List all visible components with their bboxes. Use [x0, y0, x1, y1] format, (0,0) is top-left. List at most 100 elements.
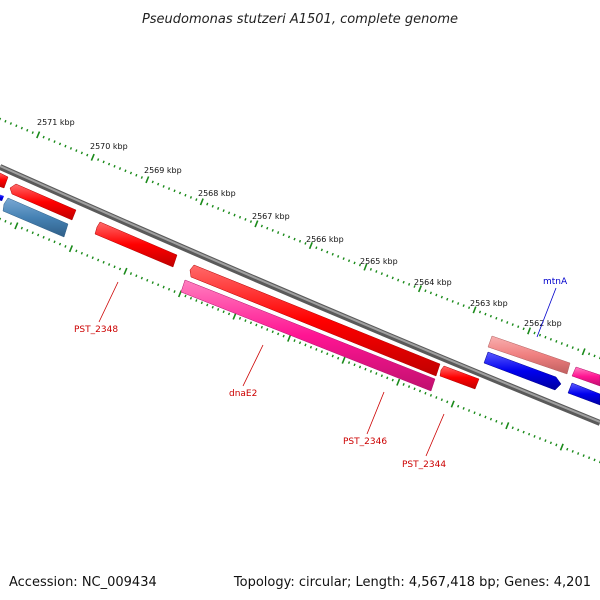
gene-arrow-pst2346[interactable]: [180, 279, 436, 392]
minor-tick: [309, 345, 313, 349]
minor-tick: [484, 415, 487, 419]
minor-tick: [162, 185, 165, 188]
major-tick: [90, 153, 95, 161]
gene-arrow-steelblue[interactable]: [2, 197, 69, 238]
leader-pst2344: [425, 413, 445, 457]
minor-tick: [162, 285, 165, 289]
minor-tick: [293, 339, 296, 342]
minor-tick: [593, 458, 596, 462]
gene-arrow-edge-pink[interactable]: [571, 366, 600, 387]
minor-tick: [337, 255, 340, 258]
minor-tick: [435, 396, 438, 399]
minor-tick: [446, 297, 449, 301]
minor-tick: [86, 254, 89, 257]
minor-tick: [369, 369, 373, 373]
minor-tick: [500, 319, 503, 322]
minor-tick: [418, 389, 422, 393]
gene-labels: PST_2348 dnaE2 PST_2346 PST_2344 mtnA: [74, 277, 568, 470]
minor-tick: [473, 411, 476, 415]
scale-label-2565: 2565 kbp: [360, 257, 398, 266]
minor-tick: [97, 258, 100, 262]
minor-tick: [489, 417, 493, 421]
minor-tick: [0, 217, 2, 221]
leader-mtna: [536, 287, 557, 338]
minor-tick: [238, 316, 242, 320]
minor-tick: [222, 310, 225, 314]
major-tick: [505, 422, 510, 430]
major-tick: [581, 348, 586, 356]
minor-tick: [211, 204, 214, 208]
gene-arrow-pst2348[interactable]: [94, 221, 178, 268]
minor-tick: [233, 213, 236, 217]
minor-tick: [75, 149, 78, 152]
minor-tick: [386, 376, 389, 380]
minor-tick: [118, 267, 122, 271]
scale-label-2570: 2570 kbp: [90, 142, 128, 151]
minor-tick: [189, 196, 193, 199]
minor-tick: [277, 231, 280, 234]
minor-tick: [593, 354, 596, 358]
minor-tick: [468, 306, 471, 310]
minor-tick: [549, 441, 552, 445]
minor-tick: [167, 287, 171, 291]
minor-tick: [386, 274, 389, 278]
minor-tick: [380, 272, 383, 276]
major-tick: [287, 334, 292, 342]
minor-tick: [129, 171, 133, 175]
major-tick: [363, 263, 368, 271]
minor-tick: [320, 248, 323, 252]
minor-tick: [227, 312, 231, 316]
minor-tick: [429, 291, 432, 295]
minor-tick: [97, 158, 100, 161]
minor-tick: [538, 333, 542, 337]
gene-label-pst2346[interactable]: PST_2346: [343, 437, 387, 447]
gene-label-dnae2[interactable]: dnaE2: [229, 389, 257, 399]
minor-tick: [47, 238, 51, 241]
gene-arrow-edge-left[interactable]: [0, 172, 9, 189]
minor-tick: [124, 169, 127, 173]
minor-tick: [326, 250, 329, 254]
minor-tick: [451, 300, 454, 303]
gene-arrow-dnae2[interactable]: [189, 264, 441, 377]
major-tick: [450, 400, 455, 408]
minor-tick: [0, 117, 2, 121]
gene-arrow-pst2344[interactable]: [439, 365, 480, 390]
minor-tick: [462, 304, 465, 307]
accession-text: Accession: NC_009434: [9, 575, 157, 590]
minor-tick: [244, 319, 247, 322]
minor-tick: [173, 189, 176, 193]
scale-label-2571: 2571 kbp: [37, 118, 75, 127]
minor-tick: [358, 365, 362, 369]
gene-label-pst2348[interactable]: PST_2348: [74, 325, 118, 335]
major-tick: [36, 131, 41, 139]
minor-tick: [544, 439, 547, 443]
minor-tick: [42, 235, 45, 239]
outer-tick-ring: [0, 117, 600, 360]
gene-arrow-edge-blue[interactable]: [0, 194, 4, 201]
gene-arrow-mtna[interactable]: [487, 335, 571, 375]
minor-tick: [157, 283, 160, 287]
gene-arrow-pst2349[interactable]: [9, 183, 77, 221]
gene-label-pst2344[interactable]: PST_2344: [402, 460, 446, 470]
minor-tick: [227, 211, 231, 215]
minor-tick: [102, 260, 105, 264]
minor-tick: [260, 325, 263, 329]
gene-label-mtna[interactable]: mtnA: [543, 277, 568, 287]
minor-tick: [118, 167, 122, 170]
minor-tick: [64, 245, 67, 248]
minor-tick: [375, 270, 378, 273]
minor-tick: [195, 299, 198, 302]
gene-arrow-reverse-blue[interactable]: [483, 351, 562, 391]
topology-summary: Topology: circular; Length: 4,567,418 bp…: [233, 575, 591, 590]
scale-label-2567: 2567 kbp: [252, 212, 290, 221]
minor-tick: [522, 430, 525, 434]
gene-arrow-edge-blue-right[interactable]: [567, 382, 600, 406]
minor-tick: [457, 404, 460, 408]
minor-tick: [293, 237, 296, 241]
minor-tick: [511, 426, 514, 430]
scale-label-2563: 2563 kbp: [470, 299, 508, 308]
minor-tick: [462, 406, 465, 410]
minor-tick: [402, 280, 405, 284]
minor-tick: [533, 331, 536, 335]
minor-tick: [555, 339, 558, 343]
